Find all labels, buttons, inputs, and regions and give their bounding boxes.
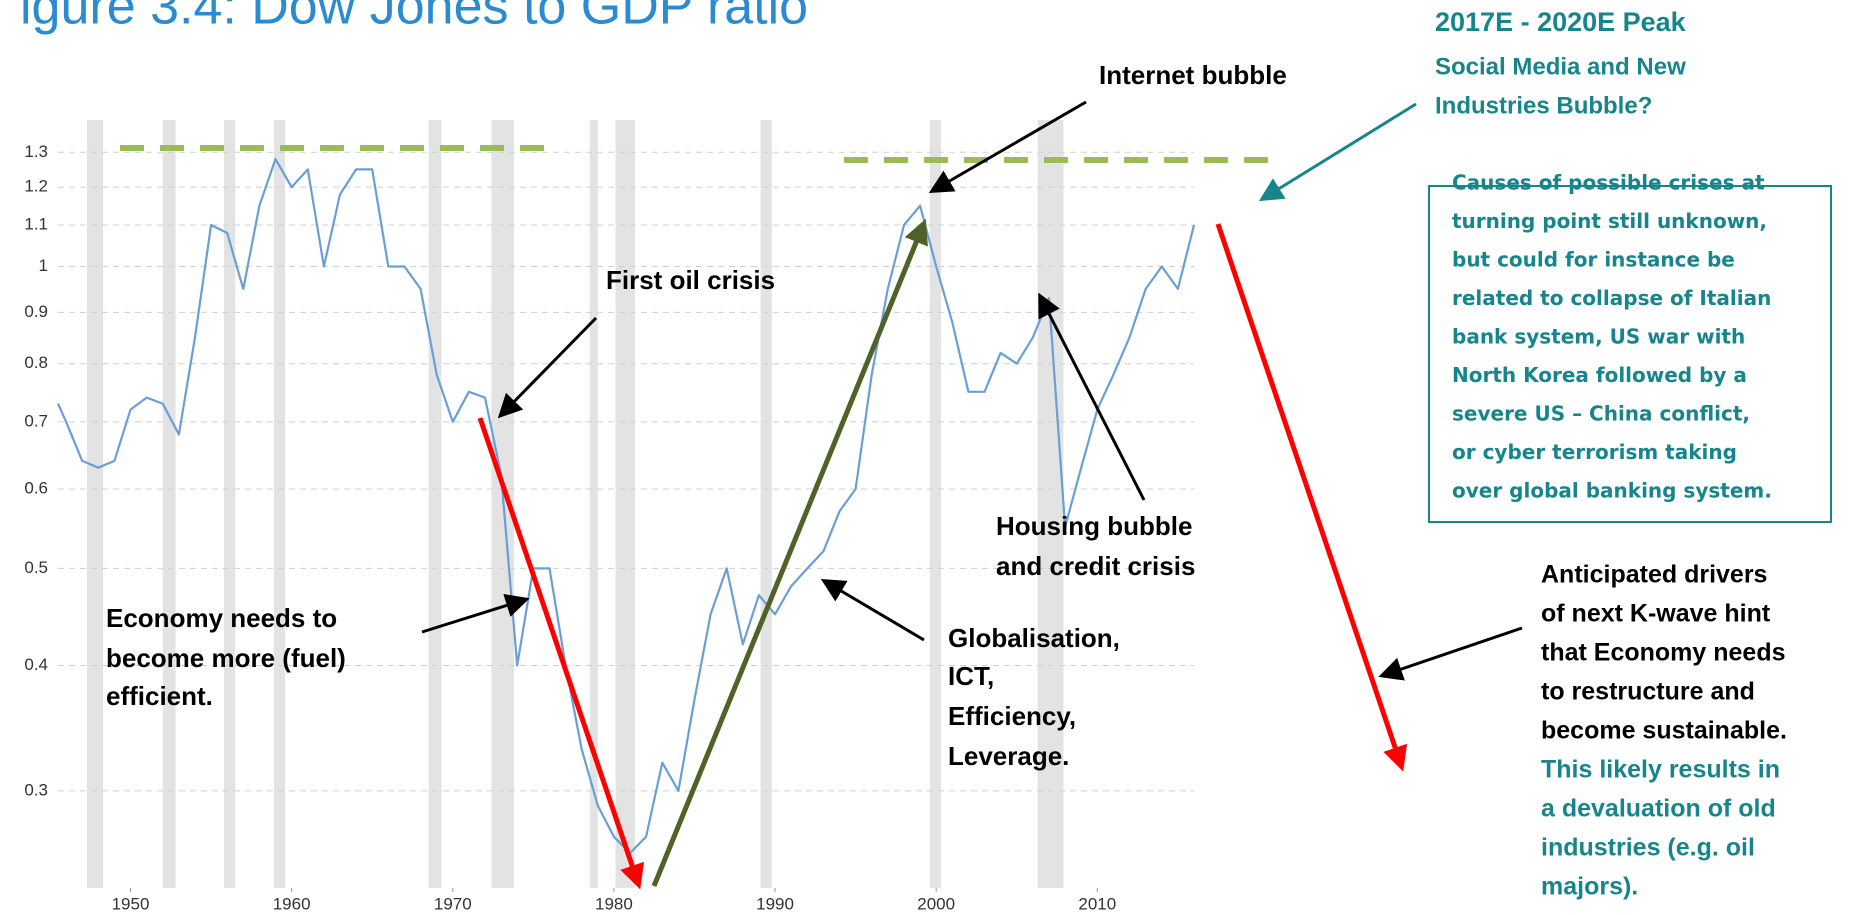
recession-band — [162, 120, 176, 888]
recession-band — [223, 120, 236, 888]
arrow — [1258, 102, 1417, 202]
x-tick-label: 2010 — [1078, 894, 1116, 913]
drivers-line: of next K-wave hint — [1541, 600, 1771, 628]
outcome-line: industries (e.g. oil — [1541, 834, 1755, 862]
y-tick-label: 0.3 — [24, 780, 48, 799]
causes-line: Causes of possible crises at — [1452, 171, 1765, 195]
drivers-text: Anticipated drivers of next K-wave hint th… — [1541, 561, 1787, 901]
causes-line: or cyber terrorism taking — [1452, 440, 1737, 464]
y-tick-label: 0.8 — [24, 353, 48, 372]
arrow — [928, 100, 1087, 194]
causes-line: related to collapse of Italian — [1452, 286, 1771, 310]
annotation: Internet bubble — [1099, 60, 1287, 90]
rise-line — [651, 218, 928, 887]
annotation: Economy needs to — [106, 603, 337, 633]
annotation: Leverage. — [948, 741, 1069, 771]
y-tick-label: 1.1 — [24, 215, 48, 234]
arrow — [1038, 292, 1146, 501]
peak-heading: 2017E - 2020E Peak — [1435, 7, 1687, 37]
x-tick-label: 1980 — [595, 894, 633, 913]
plot-area: 0.3 0.4 0.5 0.6 0.7 0.8 0.9 1 1.1 1.2 1.3 1950 1960 1… — [24, 120, 1196, 913]
outcome-line: a devaluation of old — [1541, 795, 1776, 823]
peak-note: Industries Bubble? — [1435, 92, 1652, 119]
recession-band — [1037, 120, 1064, 888]
drivers-line: become sustainable. — [1541, 717, 1787, 745]
x-tick-label: 2000 — [917, 894, 955, 913]
causes-text: Causes of possible crises at turning poin… — [1452, 171, 1772, 503]
x-tick-label: 1970 — [434, 894, 472, 913]
annotation: First oil crisis — [606, 265, 775, 295]
forecast-line — [1215, 223, 1408, 772]
annotation: Efficiency, — [948, 701, 1076, 731]
y-tick-label: 0.7 — [24, 411, 48, 430]
outcome-line: This likely results in — [1541, 756, 1780, 784]
causes-line: severe US – China conflict, — [1452, 402, 1750, 426]
annotation: ICT, — [948, 661, 994, 691]
data-line — [56, 157, 1196, 855]
annotation: become more (fuel) — [106, 643, 346, 673]
arrow — [820, 578, 925, 642]
causes-line: turning point still unknown, — [1452, 209, 1767, 233]
recession-band — [87, 120, 104, 888]
chart-title: igure 3.4: Dow Jones to GDP ratio — [20, 0, 808, 36]
y-tick-label: 1 — [39, 256, 48, 275]
drivers-line: to restructure and — [1541, 678, 1755, 706]
causes-box — [1428, 185, 1832, 523]
decline-line — [477, 417, 645, 890]
causes-line: North Korea followed by a — [1452, 363, 1747, 387]
y-tick-label: 0.9 — [24, 302, 48, 321]
x-tick-label: 1950 — [112, 894, 150, 913]
recession-band — [273, 120, 286, 888]
y-tick-label: 0.6 — [24, 478, 48, 497]
arrow — [1378, 626, 1523, 681]
annotation: and credit crisis — [996, 551, 1195, 581]
arrow — [497, 316, 598, 419]
drivers-line: Anticipated drivers — [1541, 561, 1767, 589]
y-tick-label: 1.2 — [24, 177, 48, 196]
recession-band — [929, 120, 942, 888]
recession-band — [615, 120, 635, 888]
drivers-line: that Economy needs — [1541, 639, 1786, 667]
recession-band — [760, 120, 772, 888]
peak-note: Social Media and New — [1435, 53, 1686, 80]
causes-line: over global banking system. — [1452, 479, 1772, 503]
arrow — [421, 593, 530, 634]
causes-line: but could for instance be — [1452, 248, 1735, 272]
x-tick-label: 1990 — [756, 894, 794, 913]
y-tick-label: 0.4 — [24, 655, 48, 674]
annotation: Housing bubble — [996, 511, 1192, 541]
causes-line: bank system, US war with — [1452, 325, 1745, 349]
y-tick-label: 1.3 — [24, 142, 48, 161]
outcome-line: majors). — [1541, 873, 1638, 901]
recession-band — [589, 120, 598, 888]
annotation: Globalisation, — [948, 623, 1120, 653]
recession-band — [428, 120, 442, 888]
y-tick-label: 0.5 — [24, 558, 48, 577]
x-tick-label: 1960 — [273, 894, 311, 913]
annotation: efficient. — [106, 681, 213, 711]
